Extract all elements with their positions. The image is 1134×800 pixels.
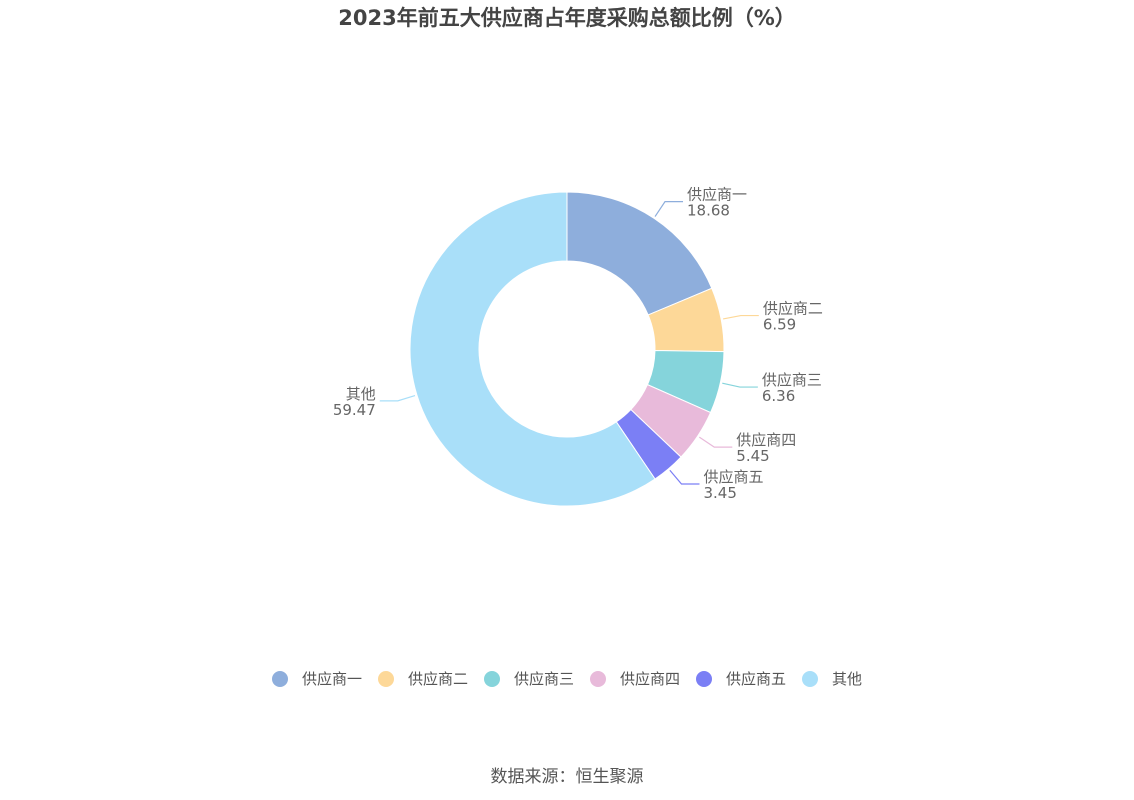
slice-value-label: 59.47: [333, 401, 376, 419]
legend: 供应商一 供应商二 供应商三 供应商四 供应商五 其他: [0, 668, 1134, 689]
legend-item-supplier-3[interactable]: 供应商三: [483, 668, 574, 689]
slice-value-label: 6.36: [762, 387, 795, 405]
label-leader-line: [722, 382, 758, 388]
label-leader-line: [654, 201, 684, 217]
slice-value-label: 6.59: [763, 316, 796, 334]
slice-label: 供应商四: [736, 431, 796, 449]
legend-marker-icon: [590, 670, 606, 687]
legend-marker-icon: [802, 670, 819, 687]
label-leader-line: [698, 436, 733, 448]
legend-marker-icon: [377, 670, 394, 687]
data-source: 数据来源：恒生聚源: [490, 767, 644, 787]
legend-label: 供应商二: [407, 670, 468, 688]
label-leader-line: [669, 469, 700, 485]
legend-item-supplier-4[interactable]: 供应商四: [590, 668, 680, 689]
legend-item-supplier-2[interactable]: 供应商二: [377, 668, 468, 689]
legend-label: 供应商三: [513, 670, 574, 688]
legend-item-supplier-1[interactable]: 供应商一: [271, 668, 362, 689]
legend-marker-icon: [483, 670, 500, 687]
slice-value-label: 3.45: [703, 484, 736, 502]
legend-marker-icon: [696, 670, 713, 687]
donut-slice[interactable]: [409, 191, 656, 507]
legend-item-supplier-5[interactable]: 供应商五: [696, 668, 786, 689]
label-leader-line: [723, 314, 759, 320]
legend-label: 其他: [832, 670, 863, 688]
label-leader-line: [379, 395, 416, 402]
legend-item-other[interactable]: 其他: [802, 668, 862, 689]
slice-label: 供应商一: [687, 186, 747, 204]
legend-label: 供应商四: [620, 670, 681, 688]
legend-marker-icon: [271, 670, 288, 687]
slice-label: 其他: [346, 385, 376, 403]
legend-label: 供应商五: [726, 670, 787, 688]
slice-label: 供应商三: [762, 371, 822, 389]
slice-value-label: 18.68: [687, 202, 730, 220]
slice-label: 供应商二: [763, 300, 823, 318]
chart-title: 2023年前五大供应商占年度采购总额比例（%）: [338, 6, 796, 30]
slice-value-label: 5.45: [736, 447, 769, 465]
slice-label: 供应商五: [703, 468, 763, 486]
legend-label: 供应商一: [301, 670, 362, 688]
